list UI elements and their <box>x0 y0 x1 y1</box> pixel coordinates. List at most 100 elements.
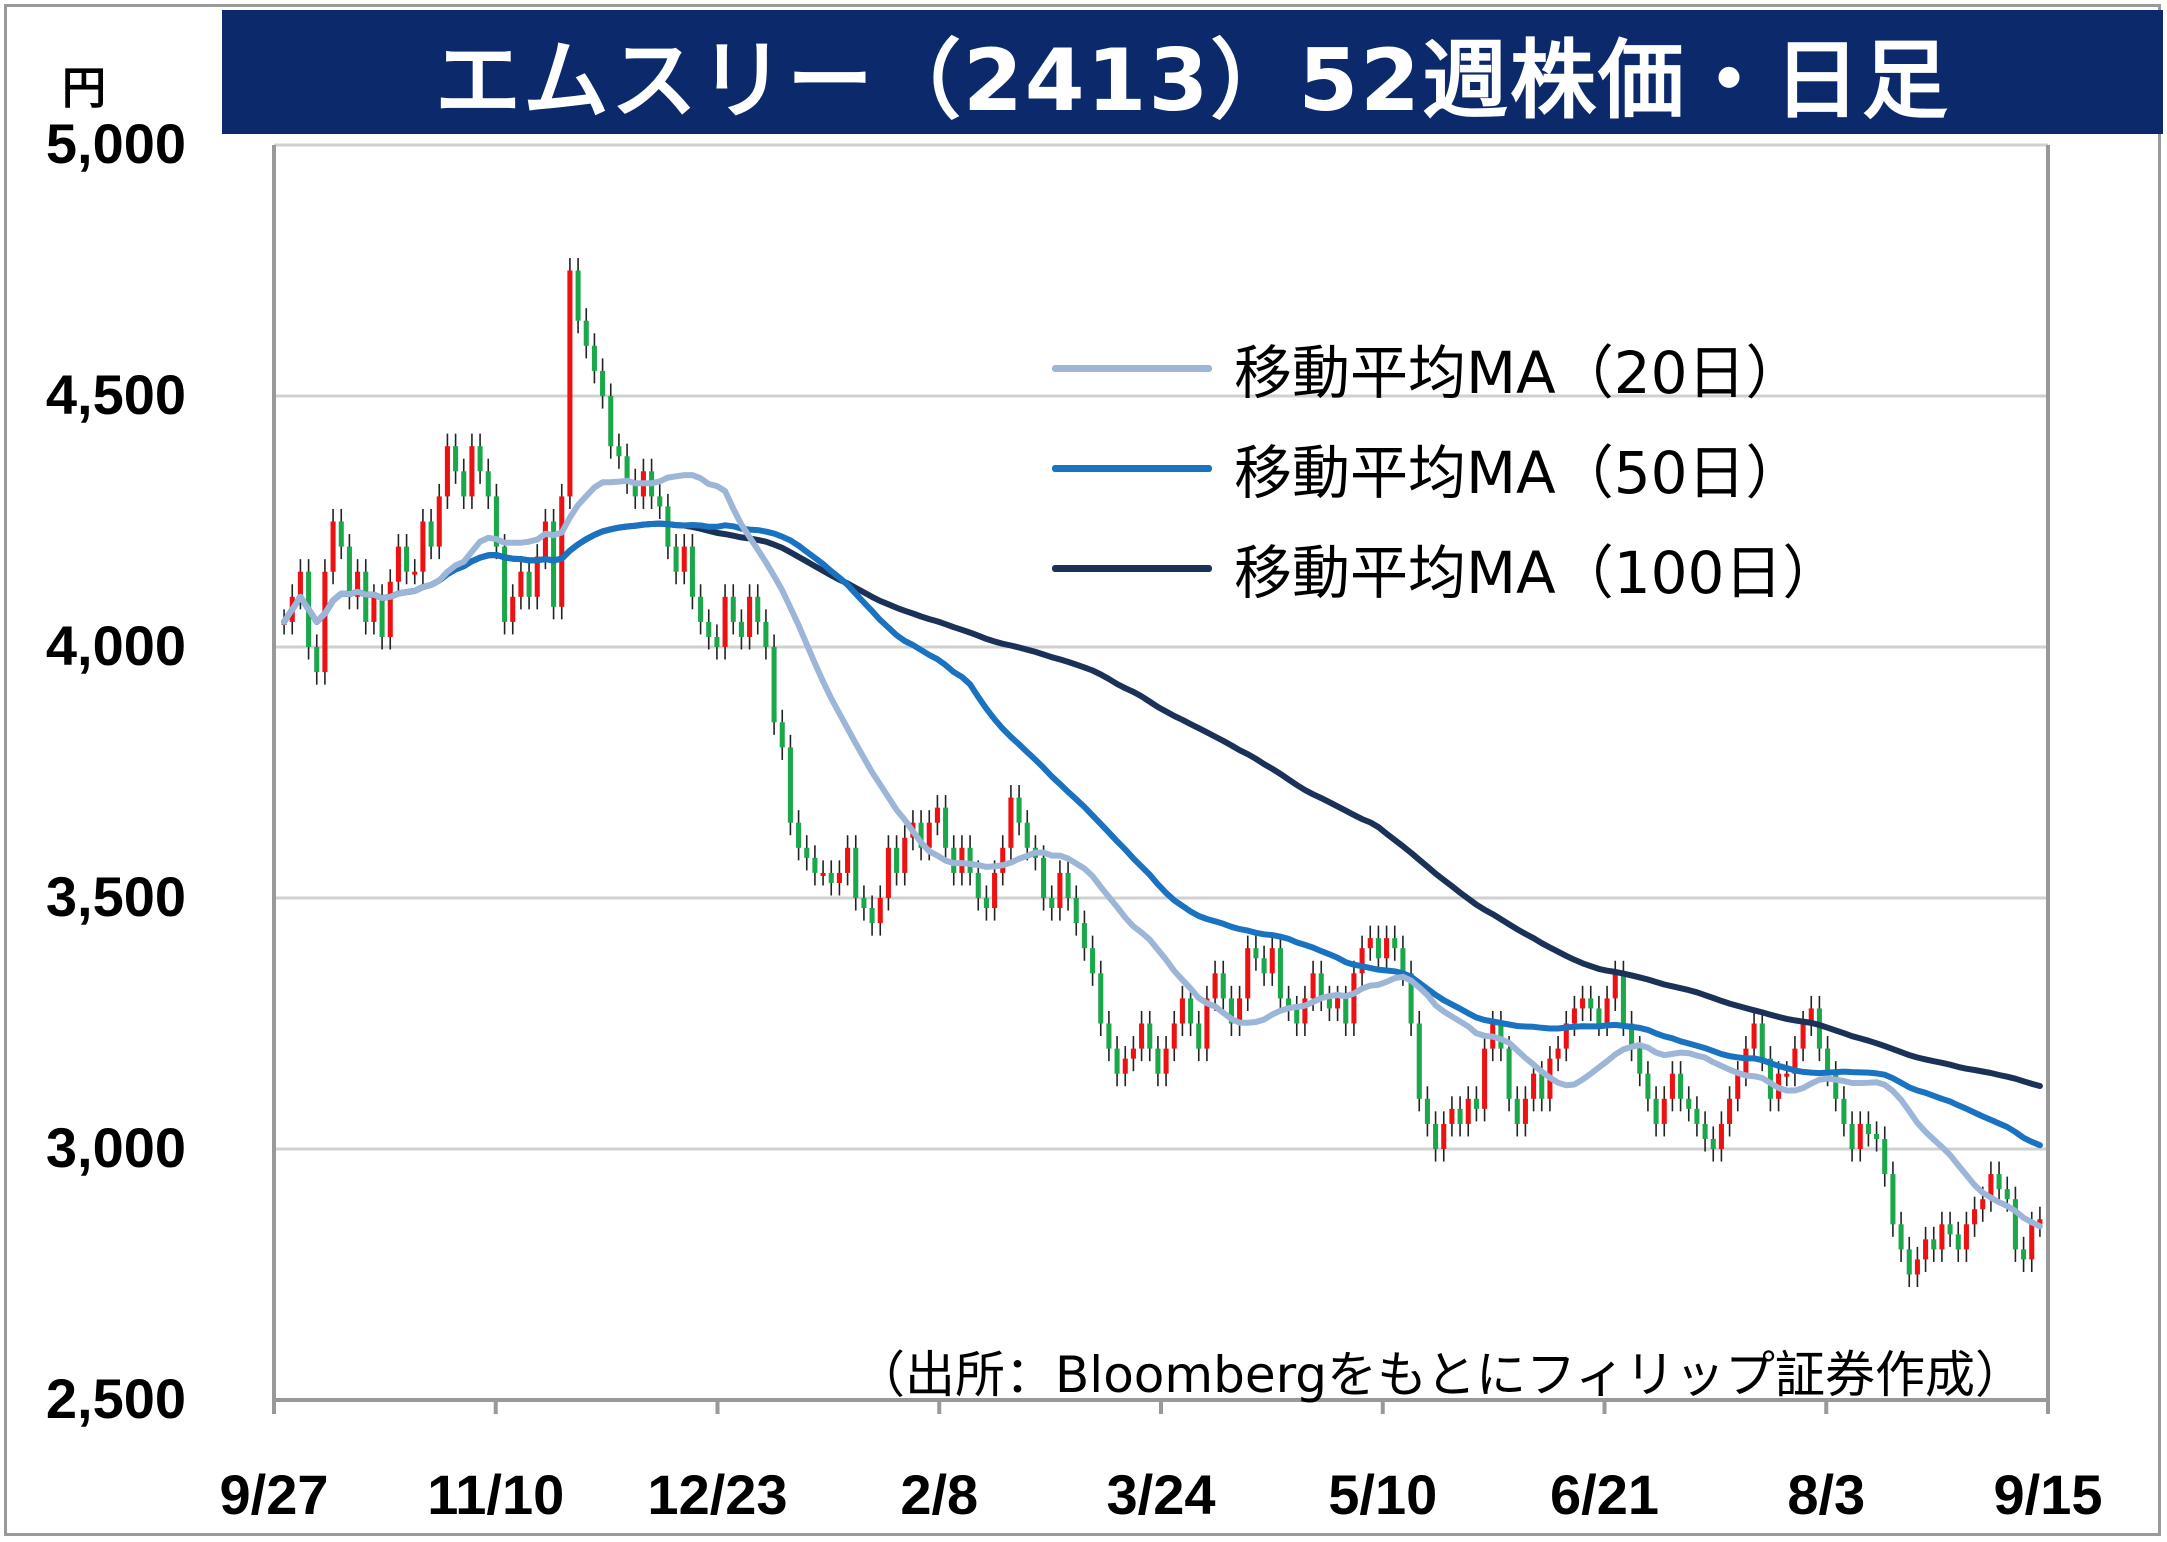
candle-body <box>1392 938 1398 949</box>
candle-body <box>1482 1048 1488 1109</box>
candle-body <box>771 647 777 723</box>
candle-body <box>1237 998 1243 1024</box>
candle-body <box>1359 948 1365 974</box>
candle-body <box>1106 1023 1112 1049</box>
candle-body <box>1694 1108 1700 1124</box>
candle-body <box>1212 973 1218 999</box>
candle-body <box>681 546 687 572</box>
candle-body <box>330 521 336 572</box>
candle-body <box>1751 1023 1757 1049</box>
candle-body <box>387 581 393 637</box>
candle-body <box>1155 1048 1161 1074</box>
x-tick-label: 6/21 <box>1550 1463 1659 1526</box>
candle-body <box>404 546 410 572</box>
x-tick-label: 5/10 <box>1328 1463 1438 1526</box>
candle-body <box>1294 1008 1300 1024</box>
candle-body <box>1065 872 1071 898</box>
candle-body <box>1931 1239 1937 1250</box>
candle-body <box>542 521 548 557</box>
candle-body <box>1302 998 1308 1024</box>
candle-body <box>918 822 924 848</box>
source-note: （出所：Bloombergをもとにフィリップ証券作成） <box>855 1346 2025 1404</box>
candle-body <box>2029 1224 2035 1260</box>
candle-body <box>1286 998 1292 1009</box>
candle-body <box>1384 938 1390 959</box>
candle-body <box>787 747 793 823</box>
candle-body <box>346 546 352 597</box>
candle-body <box>1808 1008 1814 1024</box>
candle-body <box>591 345 597 371</box>
candle-body <box>983 898 989 909</box>
y-tick-label: 5,000 <box>45 112 186 175</box>
candle-body <box>1139 1023 1145 1049</box>
candle-body <box>1963 1224 1969 1250</box>
x-tick-label: 3/24 <box>1106 1463 1216 1526</box>
candle-body <box>992 872 998 909</box>
candle-body <box>1604 998 1610 1024</box>
candle-body <box>1923 1239 1929 1260</box>
legend-label-ma50: 移動平均MA（50日） <box>1234 439 1804 507</box>
candle-body <box>828 872 834 883</box>
candle-body <box>943 807 949 848</box>
candle-body <box>885 847 891 898</box>
candle-body <box>1955 1234 1961 1250</box>
candle-body <box>1318 973 1324 999</box>
candle-body <box>2012 1199 2018 1250</box>
candle-body <box>1653 1098 1659 1124</box>
candle-body <box>1433 1123 1439 1149</box>
candle-body <box>1833 1073 1839 1099</box>
candle-body <box>1710 1138 1716 1149</box>
candle-body <box>600 370 606 396</box>
candle-body <box>1596 1008 1602 1024</box>
candle-body <box>1179 998 1185 1024</box>
x-tick-label: 11/10 <box>427 1463 565 1526</box>
legend-swatch-ma50 <box>1052 464 1212 472</box>
candle-body <box>1539 1073 1545 1099</box>
candle-body <box>812 857 818 873</box>
candle-body <box>1228 998 1234 1024</box>
candle-body <box>1269 948 1275 974</box>
candle-body <box>428 521 434 547</box>
candle-body <box>1351 973 1357 1024</box>
candle-body <box>1024 822 1030 848</box>
x-tick-label: 9/27 <box>219 1463 329 1526</box>
candle-body <box>510 596 516 622</box>
candle-body <box>1588 998 1594 1009</box>
candle-body <box>559 496 565 607</box>
candle-body <box>1081 923 1087 949</box>
candle-body <box>747 596 753 637</box>
candle-body <box>314 647 320 673</box>
candle-body <box>338 521 344 547</box>
candle-body <box>567 270 573 497</box>
candle-body <box>1367 938 1373 949</box>
candle-body <box>551 521 557 607</box>
candle-body <box>1220 973 1226 999</box>
candle-body <box>902 837 908 873</box>
candle-body <box>1057 872 1063 909</box>
y-tick-label: 3,000 <box>45 1116 186 1179</box>
candle-body <box>1686 1098 1692 1109</box>
legend-label-ma100: 移動平均MA（100日） <box>1234 539 1841 607</box>
candle-body <box>477 446 483 472</box>
x-tick-label: 2/8 <box>900 1463 979 1526</box>
y-tick-label: 4,500 <box>45 363 186 426</box>
candle-body <box>1449 1108 1455 1124</box>
candle-body <box>1784 1073 1790 1077</box>
x-tick-label: 9/15 <box>1993 1463 2103 1526</box>
candle-body <box>853 847 859 898</box>
candle-body <box>1645 1073 1651 1099</box>
candle-body <box>1939 1224 1945 1250</box>
candle-body <box>1465 1098 1471 1124</box>
candle-body <box>1188 998 1194 1024</box>
candle-body <box>722 596 728 647</box>
candle-body <box>355 571 361 597</box>
candle-body <box>1531 1073 1537 1099</box>
candle-body <box>1204 998 1210 1049</box>
candle-body <box>1947 1224 1953 1235</box>
candle-body <box>1890 1174 1896 1225</box>
candle-body <box>1865 1123 1871 1134</box>
candle-body <box>1424 1098 1430 1124</box>
candle-body <box>1171 1023 1177 1049</box>
candle-body <box>1629 1023 1635 1049</box>
candle-body <box>730 596 736 622</box>
